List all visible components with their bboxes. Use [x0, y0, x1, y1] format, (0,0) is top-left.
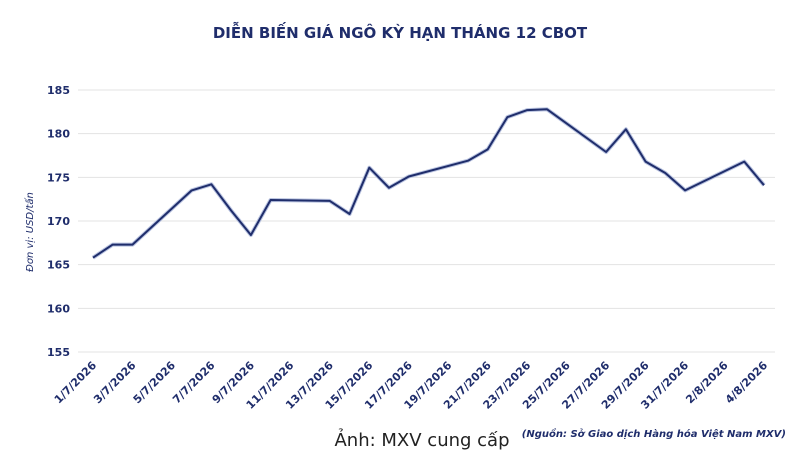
y-axis-label: Đơn vị: USD/tấn: [24, 192, 36, 272]
y-tick-label: 155: [47, 346, 70, 359]
x-tick-label: 4/8/2026: [723, 359, 771, 407]
line-halo: [91, 107, 766, 260]
chart-title: DIỄN BIẾN GIÁ NGÔ KỲ HẠN THÁNG 12 CBOT: [213, 21, 588, 42]
y-tick-label: 180: [47, 128, 70, 141]
y-tick-label: 175: [47, 171, 70, 184]
y-tick-label: 185: [47, 84, 70, 97]
source: (Nguồn: Sở Giao dịch Hàng hóa Việt Nam M…: [522, 427, 786, 440]
y-tick-label: 170: [47, 215, 70, 228]
line: [92, 108, 765, 259]
caption: Ảnh: MXV cung cấp: [334, 428, 509, 450]
y-tick-label: 160: [47, 302, 70, 315]
y-tick-label: 165: [47, 259, 70, 272]
